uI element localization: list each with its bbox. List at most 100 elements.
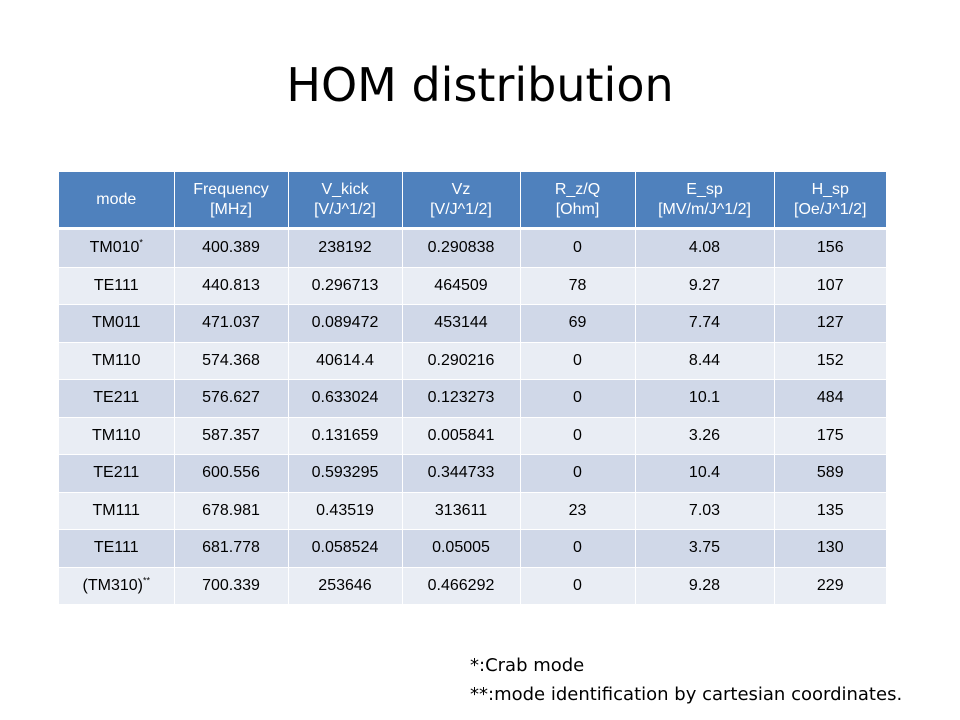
- mode-cell: TM011: [59, 304, 174, 342]
- table-row: TM010* 400.389 238192 0.290838 0 4.08 156: [59, 228, 886, 267]
- table-cell: 681.778: [173, 529, 288, 567]
- table-cell: 0.296713: [287, 266, 402, 305]
- table-cell: 0.593295: [287, 454, 402, 492]
- column-header: H_sp [Oe/J^1/2]: [773, 172, 886, 229]
- mode-label: TM110: [91, 426, 141, 444]
- table-cell: 3.75: [634, 529, 774, 567]
- table-cell: 0.131659: [287, 416, 402, 455]
- column-header-unit: [V/J^1/2]: [430, 200, 492, 218]
- column-header-label: Frequency: [193, 180, 269, 198]
- mode-cell: (TM310)**: [59, 566, 174, 604]
- column-header-label: V_kick: [321, 180, 369, 198]
- table-cell: 156: [773, 228, 886, 267]
- mode-label: TM110: [91, 351, 141, 369]
- table-row: TM111 678.981 0.43519 313611 23 7.03 135: [59, 491, 886, 530]
- table-row: TM110 574.368 40614.4 0.290216 0 8.44 152: [59, 341, 886, 380]
- table-cell: 484: [773, 379, 886, 417]
- column-header-unit: [Oe/J^1/2]: [794, 200, 867, 218]
- table-row: TE211 600.556 0.593295 0.344733 0 10.4 589: [59, 454, 886, 492]
- mode-cell: TM110: [59, 341, 174, 380]
- table-cell: 600.556: [173, 454, 288, 492]
- mode-label: TM111: [92, 501, 140, 519]
- table-cell: 7.74: [634, 304, 774, 342]
- table-cell: 0: [519, 529, 635, 567]
- table-header: mode Frequency [MHz] V_kick [V/J^1/2] Vz [V/J^…: [59, 172, 886, 229]
- table-cell: 700.339: [173, 566, 288, 604]
- column-header-label: E_sp: [686, 180, 723, 198]
- table-cell: 23: [519, 491, 635, 530]
- table-cell: 0.005841: [401, 416, 520, 455]
- column-header-label: Vz: [451, 180, 471, 198]
- column-header: Frequency [MHz]: [173, 172, 288, 229]
- table-cell: 127: [773, 304, 886, 342]
- table-cell: 0.466292: [401, 566, 520, 604]
- table-cell: 3.26: [634, 416, 774, 455]
- table-cell: 453144: [401, 304, 520, 342]
- table-cell: 0.633024: [287, 379, 402, 417]
- table-cell: 589: [773, 454, 886, 492]
- mode-label: TE211: [93, 464, 140, 482]
- table-cell: 130: [773, 529, 886, 567]
- column-header-unit: [MHz]: [210, 200, 252, 218]
- column-header-label: H_sp: [811, 180, 849, 198]
- table-cell: 10.1: [634, 379, 774, 417]
- mode-cell: TM110: [59, 416, 174, 455]
- table-cell: 4.08: [634, 228, 774, 267]
- table-cell: 69: [519, 304, 635, 342]
- table-cell: 152: [773, 341, 886, 380]
- table-cell: 40614.4: [287, 341, 402, 380]
- table-cell: 0.290216: [401, 341, 520, 380]
- column-header: R_z/Q [Ohm]: [519, 172, 635, 229]
- table-cell: 8.44: [634, 341, 774, 380]
- table-cell: 0.43519: [287, 491, 402, 530]
- table-cell: 175: [773, 416, 886, 455]
- mode-cell: TE211: [59, 379, 174, 417]
- table-cell: 9.28: [634, 566, 774, 604]
- table-cell: 0.05005: [401, 529, 520, 567]
- table-cell: 78: [519, 266, 635, 305]
- column-header: Vz [V/J^1/2]: [401, 172, 520, 229]
- table-row: TM011 471.037 0.089472 453144 69 7.74 127: [59, 304, 886, 342]
- table-cell: 471.037: [173, 304, 288, 342]
- column-header: E_sp [MV/m/J^1/2]: [634, 172, 774, 229]
- table-cell: 253646: [287, 566, 402, 604]
- table-cell: 576.627: [173, 379, 288, 417]
- mode-label: TM011: [91, 314, 141, 332]
- table-cell: 10.4: [634, 454, 774, 492]
- mode-cell: TM111: [59, 491, 174, 530]
- table-cell: 238192: [287, 228, 402, 267]
- table-cell: 0.344733: [401, 454, 520, 492]
- column-header-label: R_z/Q: [554, 180, 601, 198]
- table-cell: 7.03: [634, 491, 774, 530]
- table-cell: 9.27: [634, 266, 774, 305]
- column-header-label: mode: [96, 190, 137, 208]
- column-header: V_kick [V/J^1/2]: [287, 172, 402, 229]
- column-header-unit: [V/J^1/2]: [314, 200, 376, 218]
- table-cell: 678.981: [173, 491, 288, 530]
- table-row: TE111 440.813 0.296713 464509 78 9.27 107: [59, 266, 886, 305]
- mode-label: TE111: [93, 276, 139, 294]
- column-header-unit: [MV/m/J^1/2]: [658, 200, 751, 218]
- table-cell: 587.357: [173, 416, 288, 455]
- table-row: TE111 681.778 0.058524 0.05005 0 3.75 130: [59, 529, 886, 567]
- footnotes: *:Crab mode **:mode identification by ca…: [470, 651, 902, 709]
- table-cell: 574.368: [173, 341, 288, 380]
- table-cell: 0: [519, 379, 635, 417]
- table-cell: 313611: [401, 491, 520, 530]
- hom-table: mode Frequency [MHz] V_kick [V/J^1/2] Vz [V/J^…: [59, 172, 886, 604]
- table-cell: 0.058524: [287, 529, 402, 567]
- mode-label: TE211: [93, 389, 140, 407]
- mode-cell: TE111: [59, 529, 174, 567]
- footnote-marker: *: [139, 237, 143, 248]
- table-cell: 107: [773, 266, 886, 305]
- table-cell: 0: [519, 416, 635, 455]
- footnote-mode-identification: **:mode identification by cartesian coor…: [470, 684, 903, 705]
- column-header-unit: [Ohm]: [555, 200, 600, 218]
- table-row: TM110 587.357 0.131659 0.005841 0 3.26 175: [59, 416, 886, 455]
- table-row: (TM310)** 700.339 253646 0.466292 0 9.28 229: [59, 566, 886, 604]
- mode-cell: TE111: [59, 266, 174, 305]
- table-cell: 0.123273: [401, 379, 520, 417]
- table-cell: 400.389: [173, 228, 288, 267]
- table-cell: 440.813: [173, 266, 288, 305]
- mode-cell: TE211: [59, 454, 174, 492]
